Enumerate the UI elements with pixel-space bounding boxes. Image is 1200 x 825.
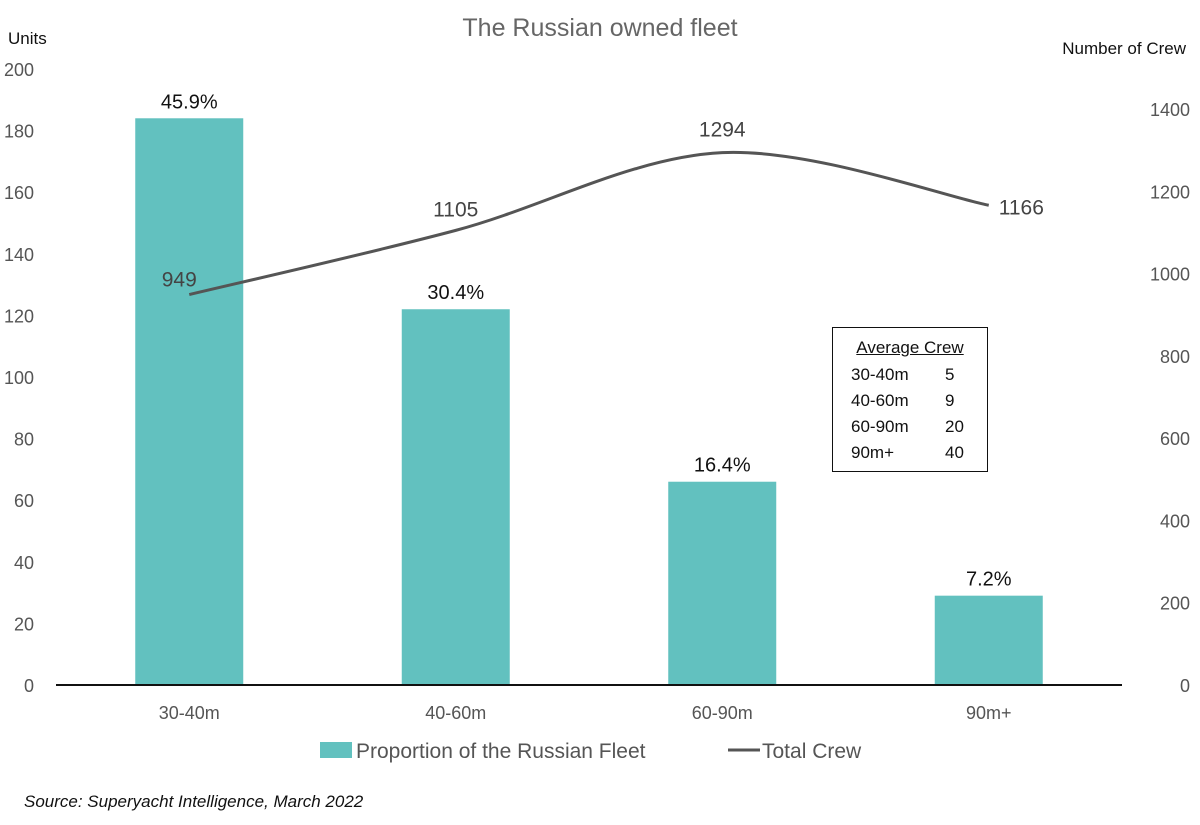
crew-size: 60-90m (851, 417, 909, 436)
legend-swatch-fleet (320, 742, 352, 758)
total-crew-path (188, 150, 990, 297)
crew-row: 60-90m 20 (851, 414, 964, 440)
bar (934, 595, 1043, 685)
bar (401, 309, 510, 685)
legend-label-fleet: Proportion of the Russian Fleet (356, 740, 646, 763)
bar-label: 30.4% (427, 282, 484, 304)
average-crew-title: Average Crew (856, 338, 964, 357)
bar-label: 45.9% (161, 91, 218, 113)
right-tick-label: 1200 (1150, 182, 1190, 202)
bar-label: 16.4% (694, 455, 751, 477)
crew-row: 90m+ 40 (851, 440, 964, 466)
average-crew-rows: 30-40m 5 40-60m 9 60-90m 20 90m+ 40 (851, 362, 964, 466)
crew-value: 20 (945, 417, 964, 436)
right-tick-label: 600 (1160, 429, 1190, 449)
left-tick-label: 160 (4, 183, 34, 203)
right-axis-ticks: 0 200 400 600 800 1000 1200 1400 (1150, 100, 1190, 696)
left-tick-label: 200 (4, 60, 34, 80)
legend-label-crew: Total Crew (762, 740, 862, 763)
right-tick-label: 400 (1160, 511, 1190, 531)
source-note: Source: Superyacht Intelligence, March 2… (24, 792, 364, 811)
left-tick-label: 20 (14, 614, 34, 634)
average-crew-table: Average Crew 30-40m 5 40-60m 9 60-90m 20… (832, 327, 988, 472)
left-tick-label: 180 (4, 122, 34, 142)
right-tick-label: 800 (1160, 347, 1190, 367)
crew-row: 40-60m 9 (851, 388, 964, 414)
crew-size: 30-40m (851, 365, 909, 384)
category-label: 60-90m (692, 703, 753, 723)
category-label: 90m+ (966, 703, 1012, 723)
crew-value: 5 (945, 365, 955, 384)
line-label: 1166 (999, 196, 1044, 219)
bar (135, 118, 244, 685)
right-axis-title: Number of Crew (1062, 39, 1186, 58)
line-label: 949 (162, 269, 197, 292)
right-tick-label: 1400 (1150, 100, 1190, 120)
crew-size: 90m+ (851, 443, 894, 462)
bars: 45.9% 30.4% 16.4% 7.2% (135, 91, 1043, 685)
line-label: 1105 (433, 198, 478, 221)
legend: Proportion of the Russian Fleet Total Cr… (320, 740, 862, 763)
right-tick-label: 200 (1160, 594, 1190, 614)
category-labels: 30-40m 40-60m 60-90m 90m+ (159, 703, 1012, 723)
line-label: 1294 (699, 119, 746, 142)
left-tick-label: 60 (14, 491, 34, 511)
crew-size: 40-60m (851, 391, 909, 410)
category-label: 40-60m (425, 703, 486, 723)
crew-value: 9 (945, 391, 955, 410)
crew-value: 40 (945, 443, 964, 462)
chart-title: The Russian owned fleet (462, 14, 737, 42)
total-crew-line: 949 1105 1294 1166 (162, 119, 1044, 297)
left-axis-ticks: 0 20 40 60 80 100 120 140 160 180 200 (4, 60, 34, 696)
category-label: 30-40m (159, 703, 220, 723)
bar (668, 481, 777, 685)
right-tick-label: 1000 (1150, 265, 1190, 285)
left-tick-label: 100 (4, 368, 34, 388)
crew-row: 30-40m 5 (851, 362, 964, 388)
left-axis-title: Units (8, 29, 47, 48)
left-tick-label: 0 (24, 676, 34, 696)
left-tick-label: 80 (14, 430, 34, 450)
right-tick-label: 0 (1180, 676, 1190, 696)
left-tick-label: 40 (14, 553, 34, 573)
left-tick-label: 120 (4, 306, 34, 326)
bar-label: 7.2% (966, 569, 1012, 591)
left-tick-label: 140 (4, 245, 34, 265)
